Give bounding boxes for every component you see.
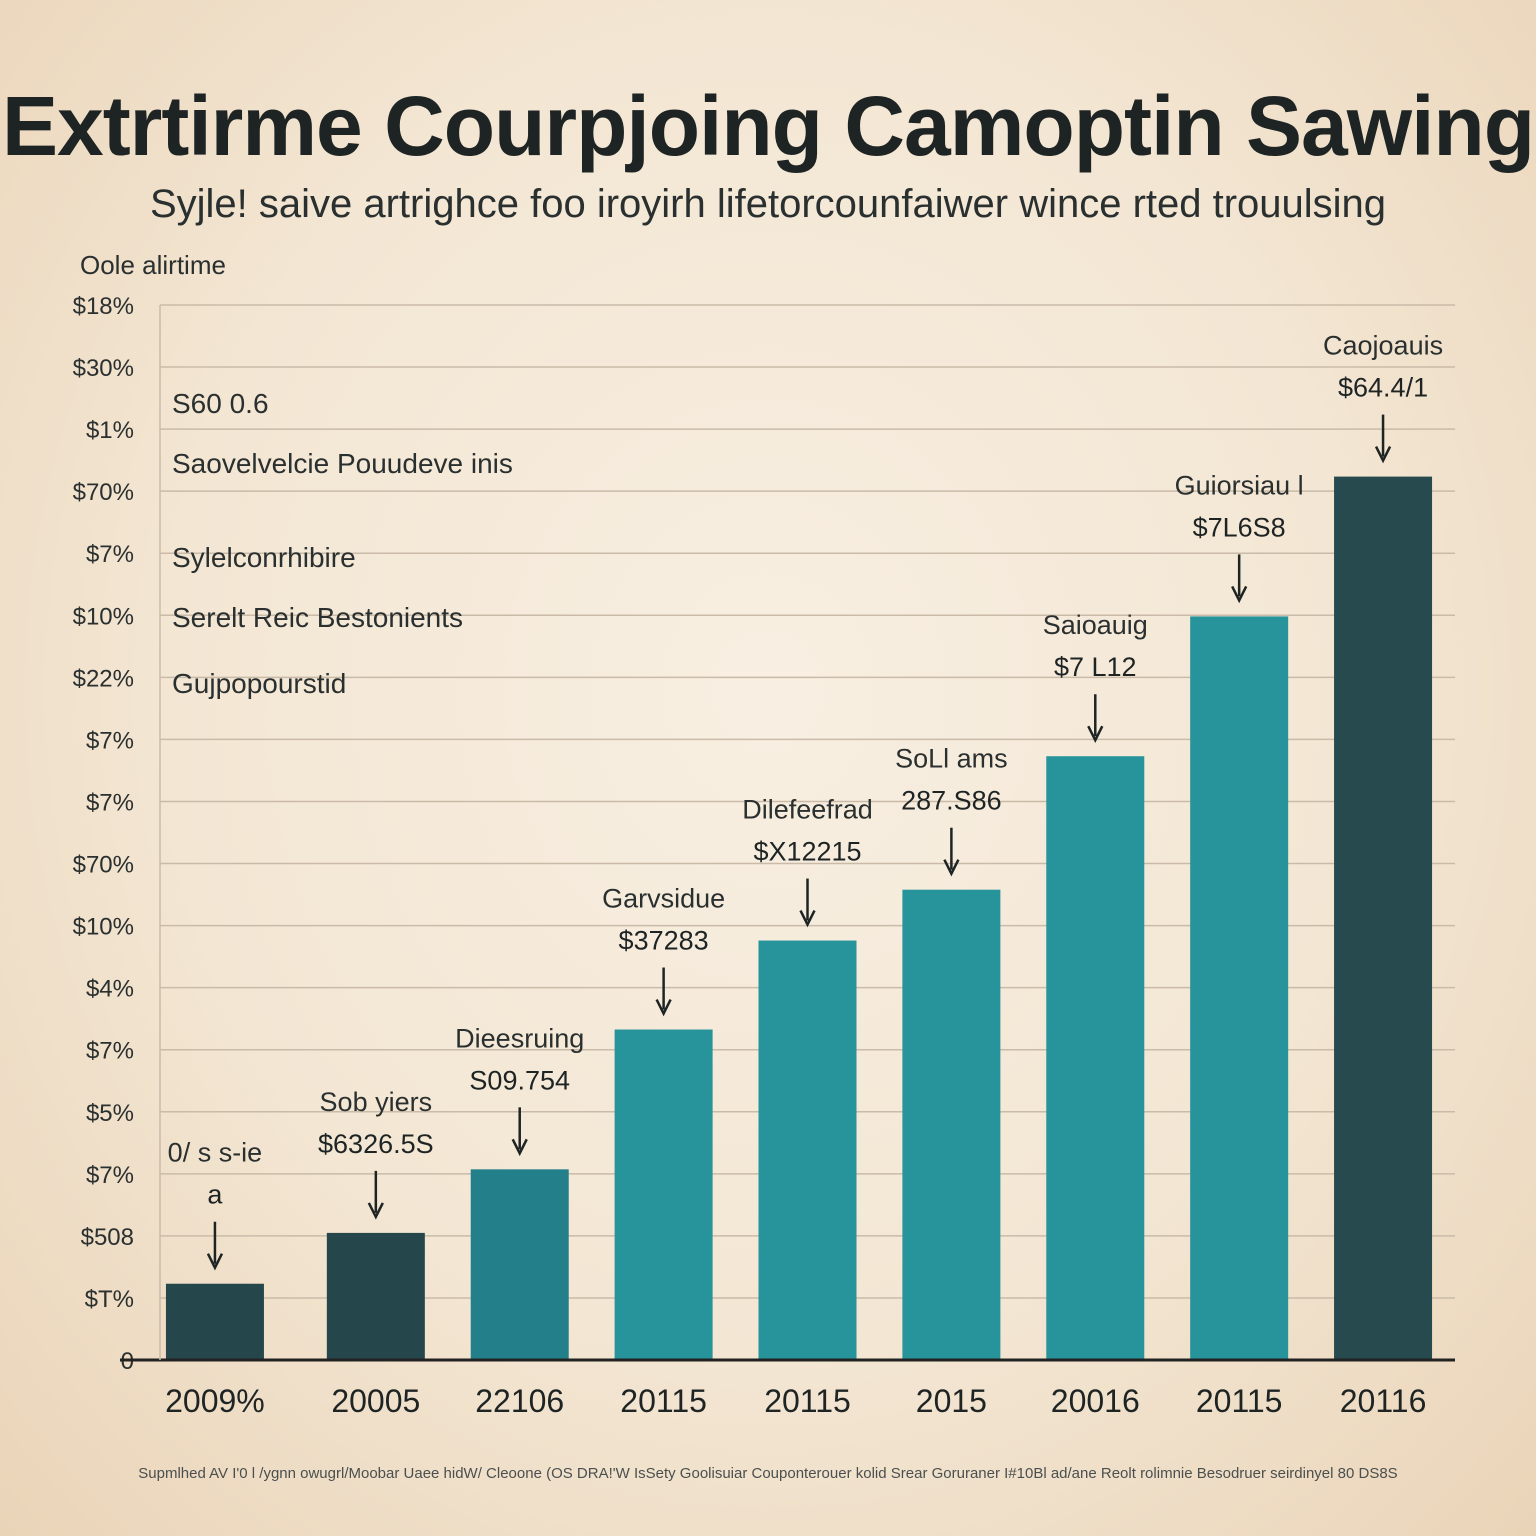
source-footnote: Supmlhed AV I'0 l /ygnn owugrl/Moobar Ua… (138, 1465, 1398, 1482)
y-tick-label: $7% (86, 727, 134, 754)
bar-annotation-label: Sob yiers (320, 1087, 433, 1117)
bar-annotation-value: $7L6S8 (1193, 512, 1286, 542)
y-tick-label: $22% (73, 665, 134, 692)
annotation-arrowhead (799, 909, 816, 928)
side-note: Serelt Reic Bestonients (172, 602, 464, 633)
y-tick-label: $508 (81, 1224, 134, 1251)
bars (165, 476, 1433, 1360)
x-tick-label: 20005 (331, 1383, 420, 1419)
x-tick-label: 20016 (1051, 1383, 1140, 1419)
y-tick-label: $30% (73, 355, 134, 382)
x-tick-label: 20115 (1196, 1383, 1283, 1419)
bar-annotation-value: a (207, 1180, 223, 1210)
y-axis-label: Oole alirtime (80, 250, 226, 280)
annotation-arrowhead (367, 1202, 384, 1220)
y-tick-label: $10% (73, 603, 134, 630)
bar (902, 889, 1001, 1360)
bar-annotation-label: SoLl ams (895, 744, 1008, 774)
bar-annotation-label: Caojoauis (1323, 331, 1443, 361)
y-tick-label: $7% (86, 541, 134, 568)
bar (326, 1232, 425, 1360)
side-note: Gujpopourstid (172, 668, 347, 699)
x-tick-label: 20116 (1340, 1383, 1427, 1419)
y-axis-ticks: 0$T%$508$7%$5%$7%$4%$10%$70%$7%$7%$22%$1… (73, 293, 134, 1375)
bar-annotation-value: S09.754 (469, 1065, 570, 1095)
annotation-arrowhead (943, 859, 960, 877)
bar (758, 940, 857, 1360)
y-tick-label: $70% (73, 479, 134, 506)
x-tick-label: 2015 (916, 1383, 987, 1419)
y-tick-label: $70% (73, 852, 134, 879)
bar-annotation-label: Garvsidue (602, 884, 725, 914)
x-tick-label: 20115 (764, 1383, 851, 1419)
bar-annotation-label: Dilefeefrad (742, 795, 873, 825)
x-tick-label: 2009% (165, 1383, 265, 1419)
annotation-arrowhead (1374, 446, 1392, 464)
x-tick-label: 22106 (475, 1383, 564, 1419)
bar (165, 1283, 264, 1360)
bar-annotation-value: 287.S86 (901, 786, 1002, 816)
bar-annotation-label: 0/ s s-ie (168, 1138, 263, 1168)
bar-annotation-label: Guiorsiau l (1175, 470, 1304, 500)
bar-annotation-label: Saioauig (1043, 610, 1148, 640)
annotation-arrowhead (511, 1138, 528, 1157)
bar (1190, 616, 1289, 1360)
y-tick-label: $7% (86, 789, 134, 816)
chart-title: Extrtirme Courpjoing Camoptin Sawing (1, 79, 1535, 173)
bar (1046, 756, 1145, 1360)
y-tick-label: $7% (86, 1038, 134, 1065)
y-tick-label: $1% (86, 417, 134, 444)
bar-annotations: 0/ s s-ie a Sob yiers $6326.5S Dieesruing S09… (168, 331, 1443, 1271)
bar-annotation-value: $64.4/1 (1338, 373, 1428, 403)
x-axis-ticks: 2009% 20005 22106 20115 20115 2015 20016 20115 2… (165, 1383, 1426, 1419)
bar-annotation-value: $6326.5S (318, 1129, 434, 1159)
bar-annotation-value: $7 L12 (1054, 652, 1137, 682)
y-tick-label: $5% (86, 1100, 134, 1127)
side-note: Saovelvelcie Pouudeve inis (172, 448, 513, 479)
side-note: Sylelconrhibire (172, 542, 356, 573)
bar (614, 1029, 713, 1360)
chart-subtitle: Syjle! saive artrighce foo iroyirh lifet… (149, 182, 1387, 226)
annotation-arrowhead (1231, 585, 1248, 604)
y-tick-label: $18% (73, 293, 134, 320)
bar-annotation-value: $37283 (619, 926, 709, 956)
annotation-arrowhead (655, 998, 672, 1017)
bar (1334, 476, 1433, 1360)
y-tick-label: $10% (73, 914, 134, 941)
annotation-arrowhead (1087, 725, 1104, 744)
side-note-value: S60 0.6 (172, 388, 269, 419)
y-tick-label: $T% (85, 1286, 134, 1313)
annotation-arrowhead (206, 1253, 224, 1271)
x-tick-label: 20115 (620, 1383, 707, 1419)
y-tick-label: $7% (86, 1162, 134, 1189)
y-tick-label: $4% (86, 976, 134, 1003)
bar-annotation-value: $X12215 (753, 837, 861, 867)
bar (470, 1169, 569, 1360)
bar-annotation-label: Dieesruing (455, 1023, 584, 1053)
